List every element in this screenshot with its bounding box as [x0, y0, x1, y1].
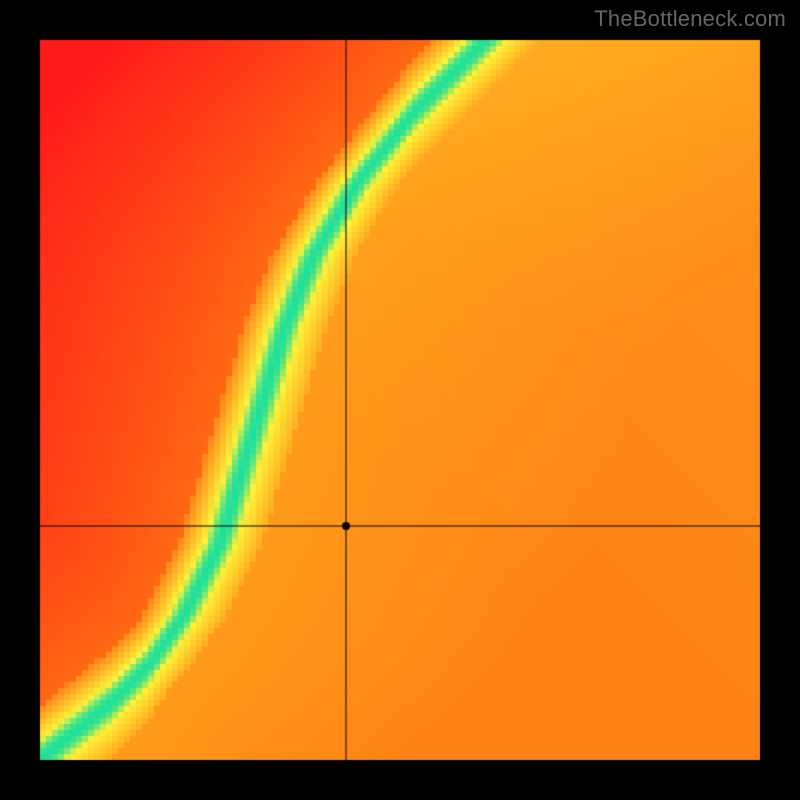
- chart-container: TheBottleneck.com: [0, 0, 800, 800]
- watermark-text: TheBottleneck.com: [594, 6, 786, 32]
- heatmap-canvas: [0, 0, 800, 800]
